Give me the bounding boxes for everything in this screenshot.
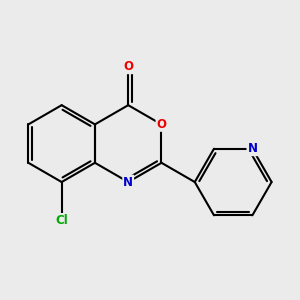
Text: N: N [123, 176, 133, 188]
Text: O: O [123, 60, 133, 73]
Text: O: O [157, 118, 166, 131]
Text: N: N [248, 142, 257, 155]
Text: Cl: Cl [55, 214, 68, 227]
